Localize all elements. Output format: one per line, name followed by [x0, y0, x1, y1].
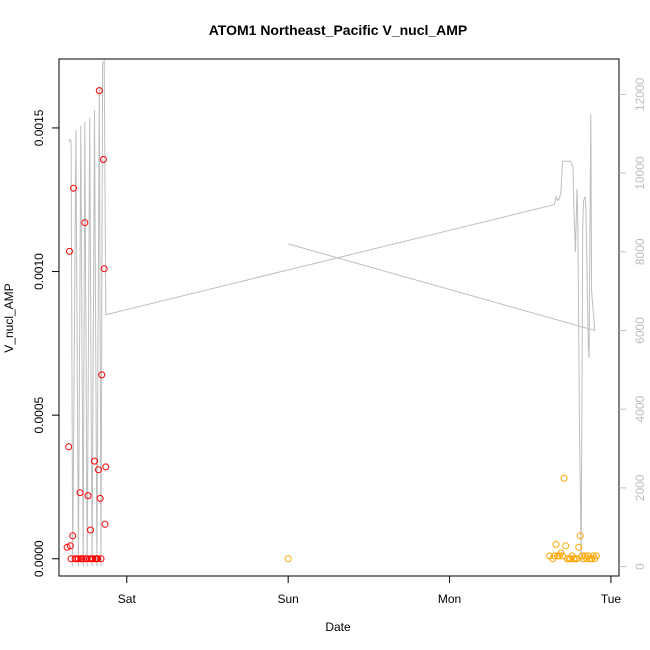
y2-tick-label-2: 4000	[633, 396, 647, 423]
data-point-s1-33	[100, 265, 108, 273]
data-point-s2-19	[576, 532, 584, 540]
data-point-s2-29	[592, 552, 600, 560]
x-axis-label: Date	[325, 620, 351, 634]
data-point-s1-29	[96, 494, 104, 502]
data-point-s1-27	[95, 466, 102, 474]
y-axis-right: 0 2000 4000 6000 8000 10000 12000	[619, 77, 647, 570]
data-point-s2-3	[550, 552, 558, 560]
data-point-s1-0	[63, 543, 71, 551]
chart-title: ATOM1 Northeast_Pacific V_nucl_AMP	[209, 22, 468, 38]
data-point-s2-4	[552, 540, 560, 548]
data-point-s2-0	[284, 555, 292, 563]
data-point-s1-21	[89, 555, 97, 563]
data-point-s1-31	[98, 371, 106, 379]
y-tick-label-3: 0.0015	[32, 109, 46, 146]
line-series	[68, 59, 596, 567]
data-point-s1-2	[66, 247, 73, 255]
line-series-layer	[68, 59, 596, 567]
x-tick-label-1: Sun	[277, 592, 298, 606]
data-point-s2-9	[560, 474, 568, 482]
plot-frame	[58, 58, 620, 577]
x-tick-label-3: Tue	[601, 592, 622, 606]
x-tick-label-2: Mon	[438, 592, 461, 606]
data-point-s1-34	[101, 520, 109, 528]
y2-tick-label-4: 8000	[633, 238, 647, 265]
data-point-s1-17	[84, 492, 92, 500]
data-point-s1-1	[65, 443, 73, 451]
y2-tick-label-1: 2000	[633, 474, 647, 501]
data-point-s2-10	[562, 542, 570, 550]
data-point-s1-3	[66, 542, 74, 550]
data-point-s1-19	[87, 526, 94, 534]
data-point-s1-10	[76, 489, 84, 497]
data-point-s1-14	[81, 219, 89, 227]
y-axis-left: 0.0000 0.0005 0.0010 0.0015	[32, 109, 59, 577]
data-point-s1-9	[74, 555, 82, 563]
data-point-s1-6	[70, 184, 77, 192]
data-point-s1-35	[102, 463, 110, 471]
data-point-s1-32	[99, 156, 107, 163]
data-point-s1-5	[69, 532, 77, 540]
data-point-s2-18	[575, 543, 583, 551]
y-tick-label-0: 0.0000	[32, 540, 46, 577]
data-point-s1-30	[97, 555, 105, 563]
y2-tick-label-6: 12000	[633, 77, 647, 111]
y-axis-label: V_nucl_AMP	[2, 283, 16, 352]
y2-tick-label-5: 10000	[633, 156, 647, 190]
x-tick-label-0: Sat	[118, 592, 137, 606]
data-point-s1-26	[94, 555, 102, 563]
y2-tick-label-0: 0	[633, 563, 647, 570]
x-axis: Sat Sun Mon Tue	[118, 576, 622, 606]
y-tick-label-1: 0.0005	[32, 396, 46, 433]
data-point-s1-22	[91, 457, 98, 465]
data-point-s1-28	[95, 87, 103, 95]
y-tick-label-2: 0.0010	[32, 253, 46, 290]
y2-tick-label-3: 6000	[633, 317, 647, 344]
points-layer	[63, 87, 600, 563]
